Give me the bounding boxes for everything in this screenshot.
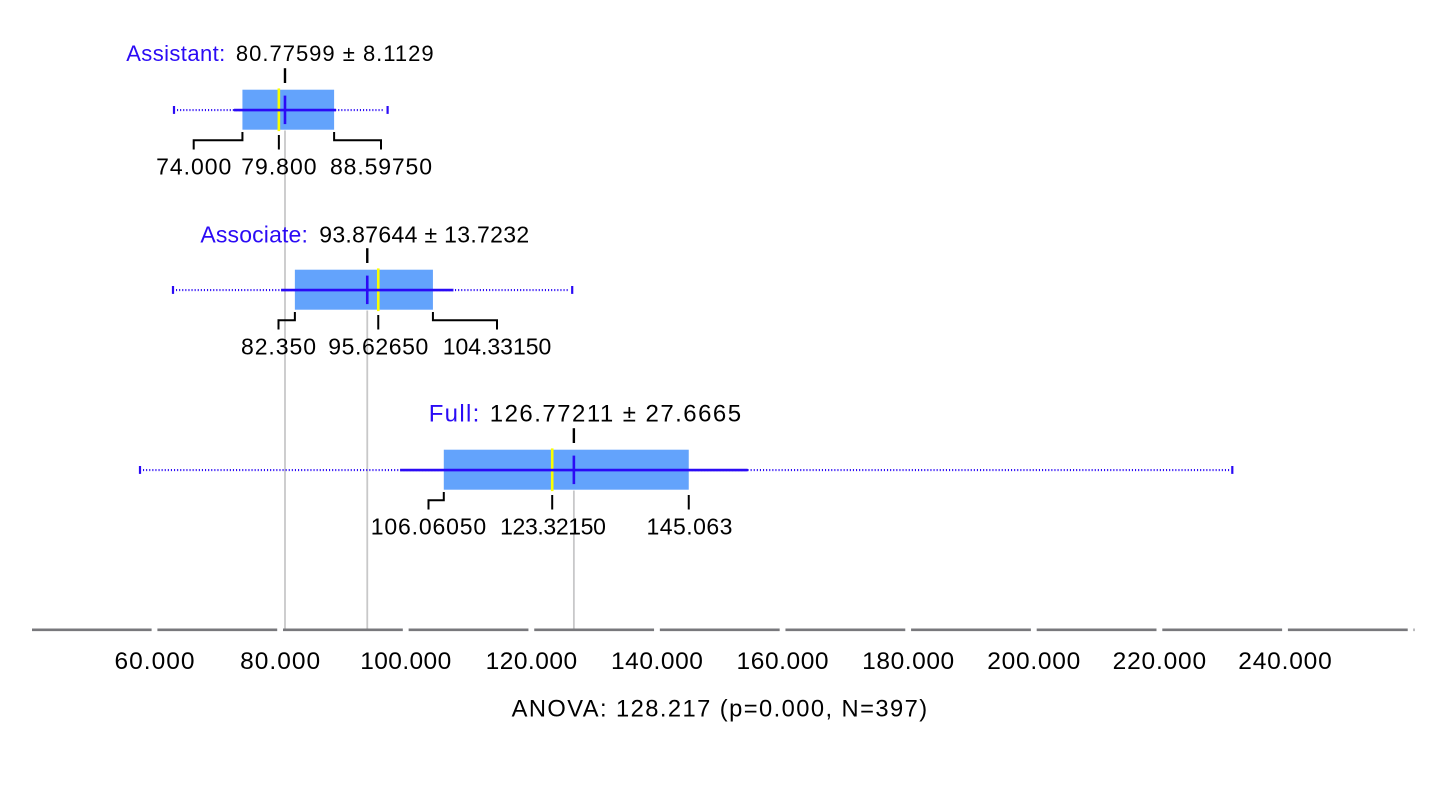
svg-text:123.32150: 123.32150 (500, 514, 606, 540)
svg-text:74.000: 74.000 (156, 154, 231, 180)
svg-text:82.350: 82.350 (241, 334, 316, 360)
svg-text:145.063: 145.063 (647, 514, 733, 540)
svg-text:106.06050: 106.06050 (371, 514, 486, 540)
svg-text:Associate:: Associate: (200, 222, 308, 248)
svg-text:93.87644 ± 13.7232: 93.87644 ± 13.7232 (319, 222, 529, 248)
svg-text:Full:: Full: (429, 400, 480, 427)
svg-text:220.000: 220.000 (1113, 648, 1207, 675)
svg-text:160.000: 160.000 (737, 648, 829, 675)
svg-text:200.000: 200.000 (987, 648, 1080, 675)
svg-text:88.59750: 88.59750 (330, 154, 432, 180)
svg-text:140.000: 140.000 (611, 648, 703, 675)
svg-text:Assistant:: Assistant: (126, 41, 225, 66)
svg-text:100.000: 100.000 (360, 648, 451, 675)
svg-text:60.000: 60.000 (115, 648, 195, 675)
svg-text:80.77599 ± 8.1129: 80.77599 ± 8.1129 (236, 41, 434, 66)
svg-text:ANOVA: 128.217 (p=0.000, N=397: ANOVA: 128.217 (p=0.000, N=397) (512, 697, 927, 723)
svg-text:104.33150: 104.33150 (443, 334, 552, 360)
svg-text:126.77211 ± 27.6665: 126.77211 ± 27.6665 (490, 400, 741, 427)
svg-text:80.000: 80.000 (240, 648, 320, 675)
svg-text:180.000: 180.000 (862, 648, 954, 675)
svg-text:79.800: 79.800 (241, 154, 316, 180)
svg-text:120.000: 120.000 (486, 648, 577, 675)
svg-text:95.62650: 95.62650 (328, 334, 428, 360)
svg-text:240.000: 240.000 (1238, 648, 1332, 675)
